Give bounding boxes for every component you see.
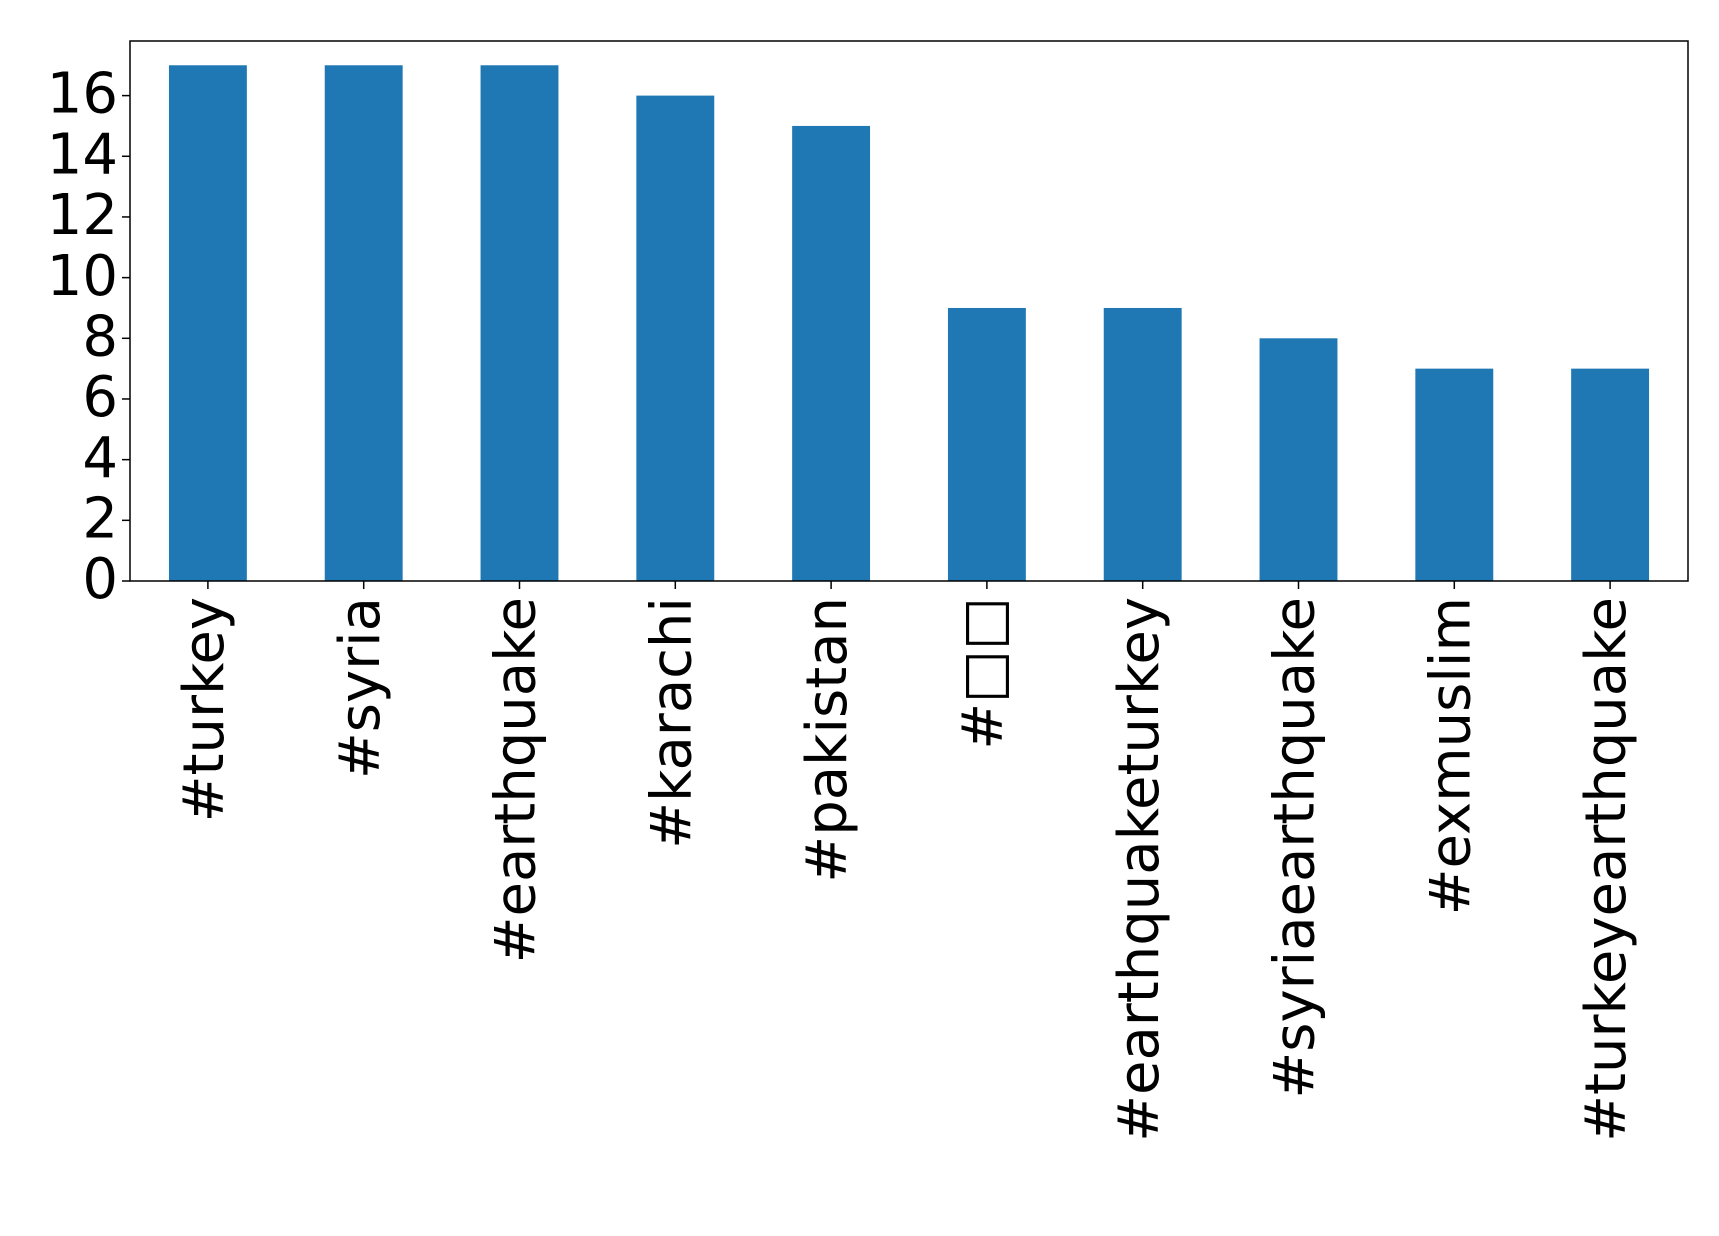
x-tick-label: #earthquaketurkey: [1107, 597, 1172, 1142]
y-tick-label: 16: [47, 62, 118, 127]
y-tick-label: 12: [47, 183, 118, 248]
x-tick-label: #syriaearthquake: [1263, 597, 1328, 1099]
bar: [168, 65, 247, 582]
x-tick-label: #turkey: [172, 597, 237, 822]
bar: [480, 65, 559, 582]
plot-frame: [129, 40, 1689, 582]
x-tick-label: #exmuslim: [1418, 597, 1483, 915]
x-tick-label: #karachi: [639, 597, 704, 849]
y-tick-label: 8: [82, 304, 118, 369]
bar: [1415, 368, 1494, 581]
x-tick-label: #turkeyearthquake: [1574, 597, 1639, 1142]
bar: [1259, 338, 1338, 581]
y-tick-label: 0: [82, 547, 118, 612]
y-tick-label: 6: [82, 365, 118, 430]
x-tick-label: #earthquake: [484, 597, 549, 963]
bar: [792, 125, 871, 581]
y-tick-label: 2: [82, 486, 118, 551]
bar: [636, 95, 715, 581]
x-tick-label: #□□: [951, 597, 1016, 750]
bar: [947, 307, 1026, 581]
bar: [1571, 368, 1650, 581]
x-tick-label: #pakistan: [795, 597, 860, 883]
bar: [324, 65, 403, 582]
x-tick-label: #syria: [328, 597, 393, 779]
y-tick-label: 10: [47, 244, 118, 309]
y-tick-label: 4: [82, 426, 118, 491]
bar: [1103, 307, 1182, 581]
y-tick-label: 14: [47, 122, 118, 187]
